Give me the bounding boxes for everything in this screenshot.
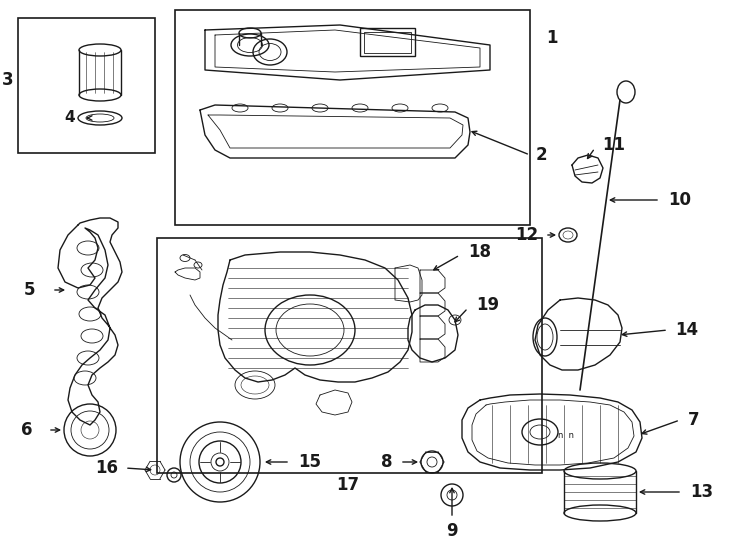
Text: 11: 11 <box>602 136 625 154</box>
Text: 14: 14 <box>675 321 698 339</box>
Text: 17: 17 <box>336 476 360 494</box>
Bar <box>157 238 542 473</box>
Text: 8: 8 <box>382 453 393 471</box>
Text: 4: 4 <box>65 111 75 125</box>
Text: 19: 19 <box>476 296 499 314</box>
Text: 7: 7 <box>688 411 700 429</box>
Text: 3: 3 <box>2 71 14 89</box>
Bar <box>18 18 155 153</box>
Text: 12: 12 <box>515 226 538 244</box>
Text: 5: 5 <box>23 281 35 299</box>
Text: 2: 2 <box>536 146 548 164</box>
Text: 10: 10 <box>668 191 691 209</box>
Bar <box>360 28 415 56</box>
Text: 16: 16 <box>95 459 118 477</box>
Text: 18: 18 <box>468 243 491 261</box>
Text: 15: 15 <box>298 453 321 471</box>
Text: 1: 1 <box>546 29 558 47</box>
Bar <box>364 32 411 53</box>
Text: 13: 13 <box>690 483 713 501</box>
Text: 9: 9 <box>446 522 458 540</box>
Text: 6: 6 <box>21 421 32 439</box>
Text: n  n: n n <box>558 430 574 440</box>
Bar <box>175 10 530 225</box>
